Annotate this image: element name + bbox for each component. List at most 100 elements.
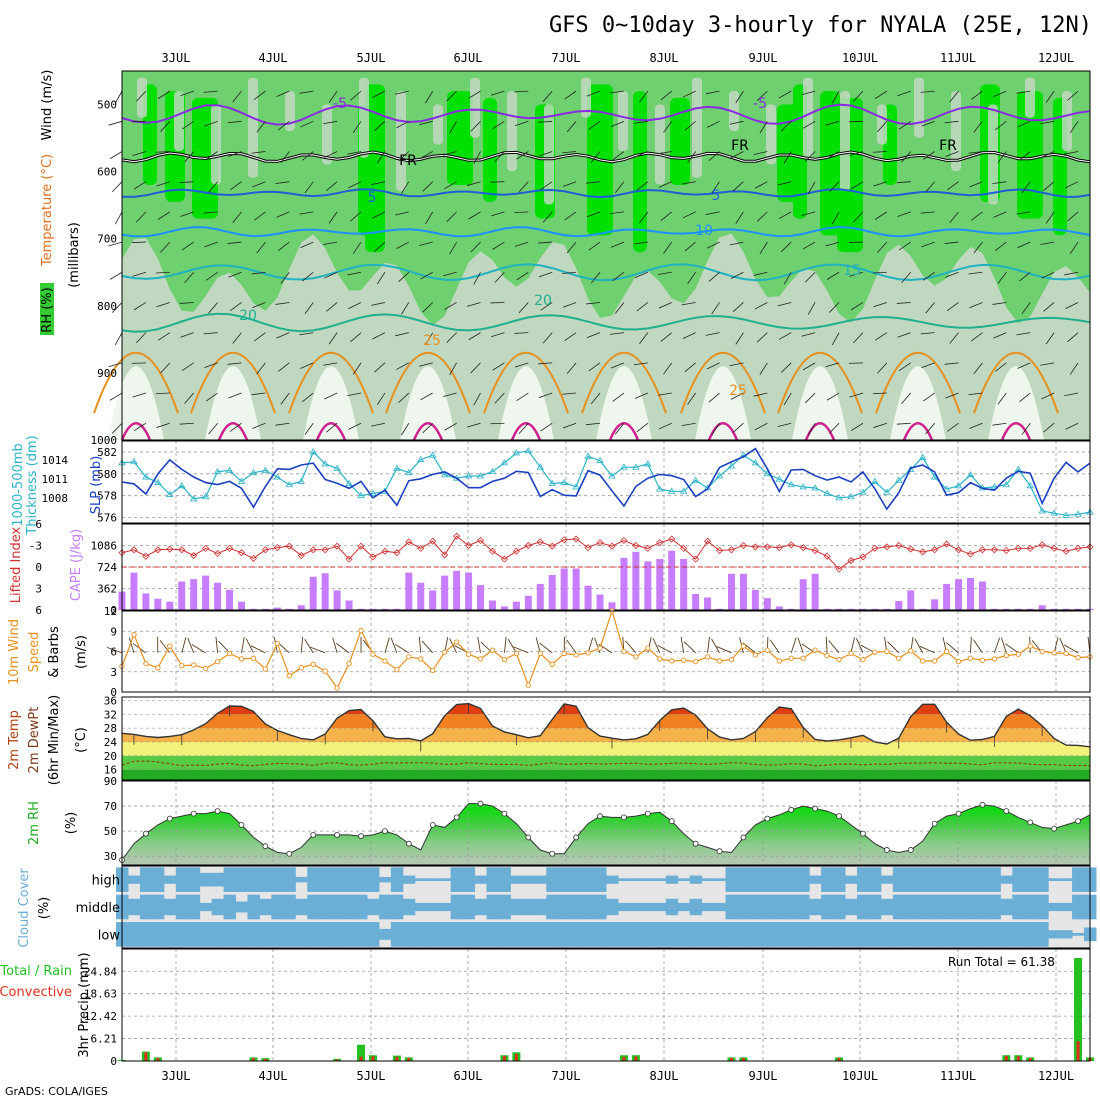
wind-barb xyxy=(181,120,194,130)
cloud-cell xyxy=(247,922,260,947)
wind-speed-point xyxy=(406,654,412,660)
lifted-index-point xyxy=(488,547,497,555)
wind-barb xyxy=(831,211,840,225)
cloud-cell xyxy=(426,922,440,947)
cape-bar xyxy=(871,608,879,610)
cloud-cell xyxy=(235,901,248,913)
precip-conv-label: Convective xyxy=(0,985,72,1000)
cape-bar xyxy=(560,568,568,610)
cloud-cell xyxy=(749,922,762,947)
wind-barb xyxy=(518,422,529,434)
wind-speed-point xyxy=(776,658,782,664)
cloud-cell xyxy=(904,922,918,947)
wind-barb xyxy=(252,422,266,429)
cape-bar xyxy=(931,599,939,610)
cloud-cell xyxy=(761,922,774,947)
cape-bar xyxy=(799,579,807,610)
wind-speed-point xyxy=(788,655,794,661)
lifted-index-point xyxy=(1074,544,1082,552)
cloud-cell xyxy=(1024,922,1037,947)
wind-barb xyxy=(1067,332,1079,343)
cape-bar xyxy=(202,575,210,610)
temp-tick: 32 xyxy=(104,708,117,721)
wind-barb xyxy=(825,241,840,247)
wind-barb-10m xyxy=(159,639,171,654)
wind-barb xyxy=(449,241,457,255)
wind-label: Wind (m/s) xyxy=(40,70,55,141)
wind-speed-point xyxy=(704,654,711,660)
wind-barb xyxy=(492,120,505,130)
wind-barb xyxy=(753,392,768,397)
wind-barb xyxy=(829,422,840,434)
wind-barb xyxy=(925,181,935,193)
wind-barb xyxy=(711,302,720,315)
wind-barb xyxy=(1064,151,1079,155)
panel-labels: RH (%) Temperature (°C) Wind (m/s) (milliba… xyxy=(0,70,104,1058)
wind-barb xyxy=(610,241,625,248)
wind-barb xyxy=(901,392,912,404)
lifted-index-line xyxy=(121,535,1091,570)
cape-bar xyxy=(345,600,353,610)
wind-barb xyxy=(466,302,481,307)
cloud-cell xyxy=(390,894,404,920)
cloud-cell xyxy=(402,898,416,916)
wind-barb xyxy=(425,332,434,345)
rh-dry-streak xyxy=(359,77,369,158)
date-label-top: 7JUL xyxy=(552,51,581,65)
wind-barb xyxy=(1065,302,1079,309)
wind-barb xyxy=(348,181,362,189)
contour-label: -5 xyxy=(333,96,347,112)
cloud-cell xyxy=(689,898,703,916)
isotherm-25 xyxy=(385,352,471,414)
cape-bar xyxy=(477,585,485,610)
thickness-point xyxy=(632,463,640,470)
wind-barb xyxy=(872,151,887,153)
cape-bar xyxy=(249,608,257,610)
wind-barb xyxy=(252,302,266,309)
cloud-cell xyxy=(809,922,822,947)
cloud-cell xyxy=(151,867,165,892)
wind-barb xyxy=(302,151,314,161)
precip-conv-bar xyxy=(1016,1056,1020,1061)
precip-total-label: Total / Rain xyxy=(0,964,72,979)
wind-barb xyxy=(730,271,744,279)
wind-barb xyxy=(657,392,672,396)
cape-bar xyxy=(429,590,437,610)
wind-barb xyxy=(706,241,720,249)
wind-barb xyxy=(711,181,720,194)
wind-barb xyxy=(1041,151,1055,158)
cloud-cell xyxy=(629,902,643,912)
cape-bar xyxy=(166,601,174,610)
rh-dry-streak xyxy=(248,77,258,178)
cloud-cell xyxy=(964,894,977,920)
rh-area xyxy=(122,803,1090,865)
rh-point xyxy=(453,814,460,821)
wind-barb xyxy=(562,271,577,274)
rh-point xyxy=(429,821,436,828)
rh-point xyxy=(955,810,962,817)
cloud-cell xyxy=(653,922,667,947)
wind-barb xyxy=(997,151,1007,163)
cloud-cell xyxy=(355,867,368,892)
cloud-cell xyxy=(653,902,667,912)
cloud-cell xyxy=(594,894,607,920)
wind-barb xyxy=(826,151,840,160)
cloud-cell xyxy=(1072,894,1085,920)
wind-barb xyxy=(1040,362,1055,366)
cloud-cell xyxy=(809,898,822,916)
rh-point xyxy=(334,832,341,838)
cloud-cell xyxy=(845,922,858,947)
rh-dry-streak xyxy=(433,104,443,145)
wind-barb xyxy=(732,302,744,313)
rh-point xyxy=(836,813,842,820)
wind-speed-point xyxy=(645,645,651,651)
wind-barb-10m xyxy=(797,637,804,653)
wind-barb xyxy=(1065,422,1079,430)
wind-barb xyxy=(853,332,864,344)
thickness-point xyxy=(273,473,282,480)
wind-barb xyxy=(444,302,457,310)
wind-speed-point xyxy=(752,652,759,658)
wind-barb-10m xyxy=(1063,644,1079,654)
wind-barb xyxy=(425,90,434,104)
wind-barb xyxy=(228,151,242,157)
